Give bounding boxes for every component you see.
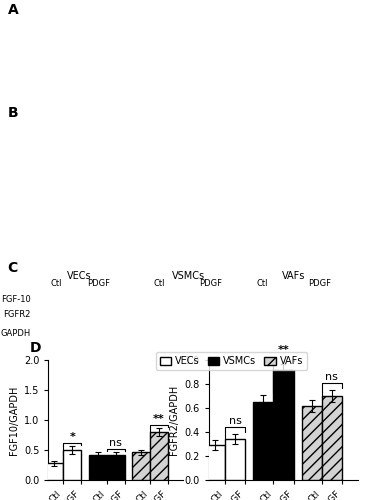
Bar [225,439,245,480]
Bar [45,463,63,480]
Y-axis label: FGFR2/GAPDH: FGFR2/GAPDH [169,385,179,455]
Text: ns: ns [109,438,122,448]
Text: GAPDH: GAPDH [1,330,31,338]
Text: ns: ns [229,416,242,426]
Text: FGF-10: FGF-10 [1,294,31,304]
Bar [253,402,273,480]
Text: Ctl: Ctl [51,278,62,287]
Bar [302,406,322,480]
Bar [132,452,150,480]
Bar [150,432,168,480]
Text: **: ** [278,345,289,355]
Text: B: B [7,106,18,120]
Text: A: A [7,2,18,16]
Text: PDGF: PDGF [87,278,110,287]
Bar [107,455,125,480]
Text: *: * [69,432,75,442]
Bar [88,455,107,480]
Text: VSMCs: VSMCs [172,272,205,281]
Bar [63,450,81,480]
Text: C: C [7,262,18,276]
Bar [205,445,225,480]
Text: D: D [30,342,41,355]
Text: **: ** [153,414,165,424]
Text: PDGF: PDGF [199,278,222,287]
Text: ns: ns [325,372,338,382]
Text: VECs: VECs [67,272,91,281]
Y-axis label: FGF10/GAPDH: FGF10/GAPDH [9,386,19,454]
Text: Ctl: Ctl [153,278,165,287]
Text: PDGF: PDGF [308,278,331,287]
Text: FGFR2: FGFR2 [3,310,31,320]
Text: VAFs: VAFs [282,272,305,281]
Bar [322,396,342,480]
Bar [273,370,294,480]
Legend: VECs, VSMCs, VAFs: VECs, VSMCs, VAFs [156,352,307,370]
Text: Ctl: Ctl [256,278,267,287]
